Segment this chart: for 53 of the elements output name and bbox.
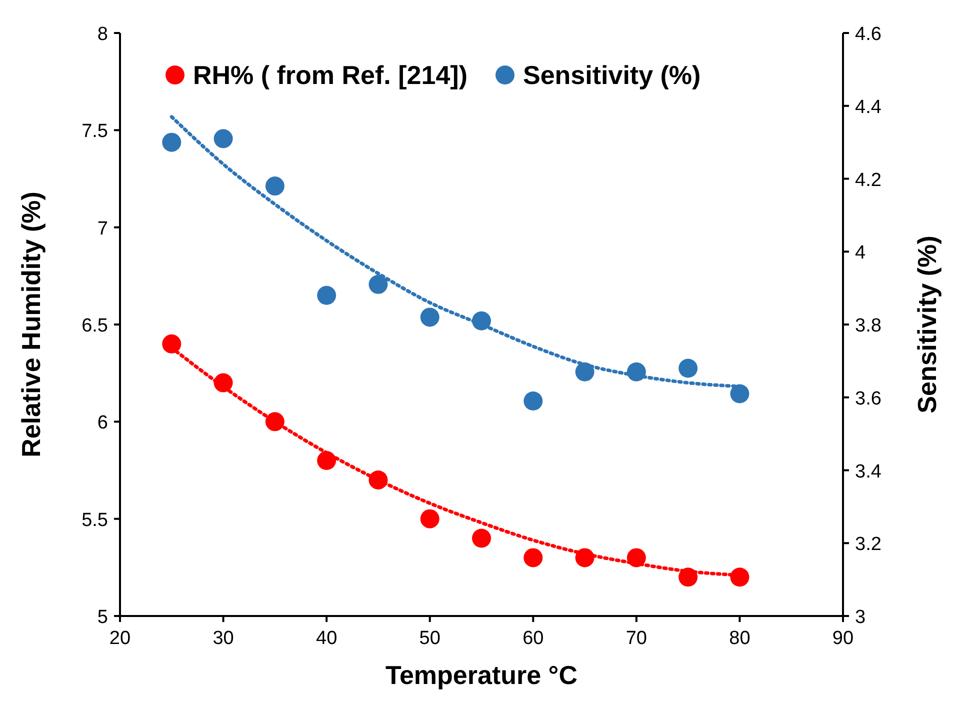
y-axis-title: Relative Humidity (%) bbox=[16, 192, 46, 458]
y2-tick-label: 4.2 bbox=[855, 170, 882, 191]
x-tick-label: 80 bbox=[729, 628, 750, 649]
x-tick-label: 40 bbox=[316, 628, 338, 649]
point bbox=[368, 470, 388, 490]
y2-tick-label: 3.4 bbox=[855, 461, 882, 482]
point bbox=[317, 286, 336, 305]
legend-label: RH% ( from Ref. [214]) bbox=[193, 60, 468, 90]
point bbox=[678, 358, 698, 378]
x-tick-label: 70 bbox=[626, 628, 647, 649]
x-tick-label: 50 bbox=[419, 628, 440, 649]
point bbox=[368, 274, 388, 294]
point bbox=[214, 129, 233, 148]
point bbox=[730, 568, 750, 587]
y-tick-label: 6 bbox=[97, 412, 108, 434]
point bbox=[472, 528, 491, 548]
x-tick-label: 30 bbox=[212, 628, 234, 649]
y-tick-label: 7 bbox=[97, 218, 108, 240]
point bbox=[678, 568, 698, 587]
y2-tick-label: 3.6 bbox=[855, 388, 882, 410]
point bbox=[575, 548, 594, 568]
point bbox=[730, 384, 750, 404]
y2-tick-label: 3.2 bbox=[855, 534, 882, 556]
point bbox=[524, 392, 543, 411]
point bbox=[420, 308, 440, 327]
x-tick-label: 90 bbox=[832, 628, 854, 649]
y2-tick-label: 4.6 bbox=[855, 24, 882, 45]
point bbox=[524, 548, 543, 568]
y2-tick-label: 3 bbox=[855, 607, 866, 628]
x-tick-label: 20 bbox=[109, 628, 131, 649]
y-tick-label: 5 bbox=[97, 607, 108, 628]
point bbox=[265, 176, 284, 196]
point bbox=[626, 548, 646, 568]
y-tick-label: 5.5 bbox=[82, 510, 108, 531]
y-tick-label: 8 bbox=[97, 24, 108, 45]
point bbox=[472, 311, 491, 330]
point bbox=[317, 451, 336, 470]
y-tick-label: 7.5 bbox=[82, 121, 108, 142]
legend-label: Sensitivity (%) bbox=[523, 60, 701, 90]
point bbox=[575, 362, 594, 382]
y2-axis-title: Sensitivity (%) bbox=[912, 236, 942, 414]
point bbox=[162, 132, 182, 152]
point bbox=[162, 334, 182, 354]
point bbox=[420, 509, 440, 528]
y-tick-label: 6.5 bbox=[82, 316, 108, 336]
y2-tick-label: 3.8 bbox=[855, 316, 882, 336]
point bbox=[214, 373, 233, 392]
y2-tick-label: 4.4 bbox=[855, 96, 882, 118]
point bbox=[265, 412, 284, 432]
x-tick-label: 60 bbox=[522, 628, 544, 649]
point bbox=[626, 362, 646, 382]
y2-tick-label: 4 bbox=[855, 242, 866, 264]
x-axis-title: Temperature °C bbox=[386, 660, 578, 690]
